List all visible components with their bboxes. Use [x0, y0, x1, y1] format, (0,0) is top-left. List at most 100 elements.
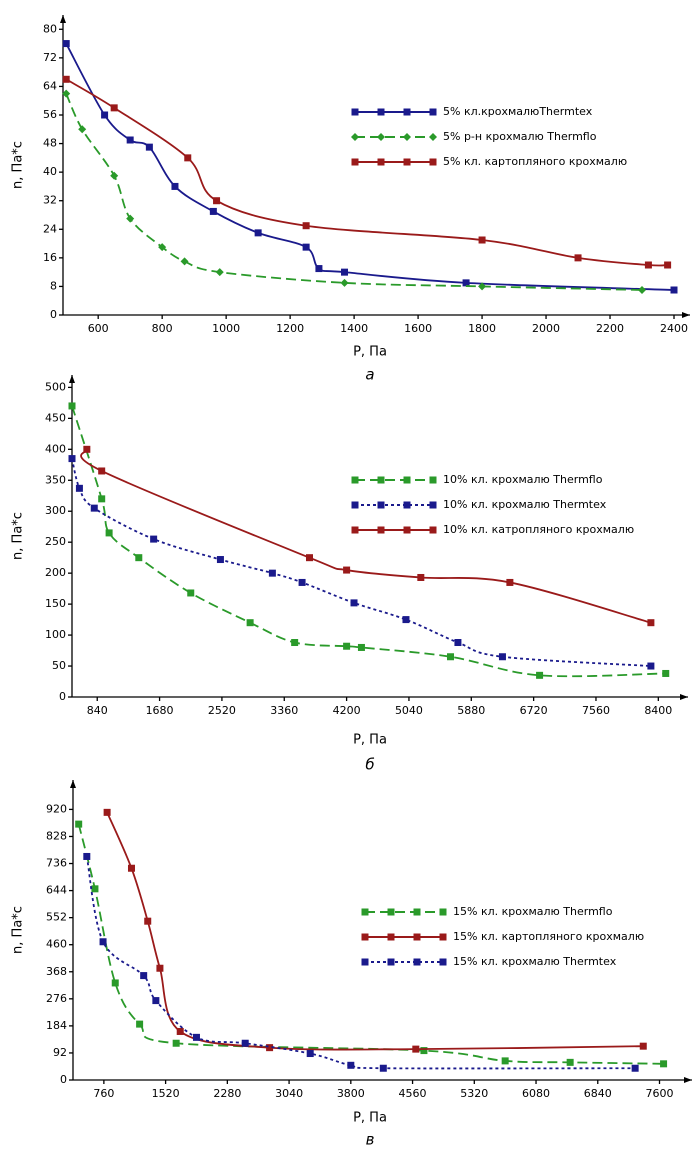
caption: а [365, 366, 374, 384]
legend-label: 5% кл. картопляного крохмалю [443, 155, 627, 168]
legend-marker [413, 958, 421, 966]
point [402, 616, 410, 624]
point [126, 136, 134, 144]
y-tick-label: 368 [46, 965, 67, 978]
y-tick-label: 552 [46, 911, 67, 924]
point [343, 566, 351, 574]
x-tick-label: 6080 [522, 1087, 550, 1100]
axis-arrow [69, 375, 75, 383]
x-tick-label: 600 [88, 322, 109, 335]
y-tick-label: 100 [45, 628, 66, 641]
point [187, 589, 195, 597]
legend-marker [377, 526, 385, 534]
point [136, 1020, 144, 1028]
axis-arrow [684, 1077, 692, 1083]
x-tick-label: 1680 [146, 704, 174, 717]
y-tick-label: 200 [45, 566, 66, 579]
x-tick-label: 2400 [660, 322, 688, 335]
caption: б [365, 756, 374, 774]
series-line [71, 458, 651, 667]
y-tick-label: 276 [46, 992, 67, 1005]
y-tick-label: 40 [43, 165, 57, 178]
point [341, 268, 349, 276]
point [664, 261, 672, 269]
point [639, 1042, 647, 1050]
x-tick-label: 1000 [212, 322, 240, 335]
x-tick-label: 8400 [644, 704, 672, 717]
y-tick-label: 300 [45, 504, 66, 517]
x-axis-label: P, Па [353, 733, 387, 748]
legend-marker [413, 933, 421, 941]
x-tick-label: 3360 [270, 704, 298, 717]
point [298, 578, 306, 586]
point [171, 182, 179, 190]
point [184, 154, 192, 162]
legend-marker [387, 958, 395, 966]
legend-marker [403, 158, 411, 166]
point [647, 619, 655, 627]
point [662, 669, 670, 677]
point [98, 467, 106, 475]
x-tick-label: 5320 [460, 1087, 488, 1100]
point [647, 662, 655, 670]
x-tick-label: 3040 [275, 1087, 303, 1100]
point [478, 236, 486, 244]
point [306, 1050, 314, 1058]
x-tick-label: 3800 [337, 1087, 365, 1100]
y-tick-label: 0 [50, 308, 57, 321]
point [644, 261, 652, 269]
caption: в [366, 1131, 375, 1149]
legend-marker [439, 958, 447, 966]
point [62, 89, 71, 98]
point [176, 1027, 184, 1035]
point [350, 599, 358, 607]
point [536, 671, 544, 679]
point [135, 554, 143, 562]
x-tick-label: 5040 [395, 704, 423, 717]
legend-label: 15% кл. крохмалю Thermflo [453, 905, 613, 918]
point [91, 885, 99, 893]
legend-marker [351, 501, 359, 509]
point [213, 197, 221, 205]
point [150, 535, 158, 543]
point [501, 1057, 509, 1065]
legend-marker [377, 133, 385, 141]
y-tick-label: 150 [45, 597, 66, 610]
x-tick-label: 7560 [582, 704, 610, 717]
x-axis-label: P, Па [353, 1111, 387, 1126]
x-tick-label: 4560 [399, 1087, 427, 1100]
legend-marker [429, 476, 437, 484]
point [158, 243, 167, 252]
point [302, 222, 310, 230]
y-tick-label: 50 [52, 659, 66, 672]
axis-arrow [70, 780, 76, 788]
legend-marker [351, 108, 359, 116]
legend-marker [429, 108, 437, 116]
x-tick-label: 2200 [596, 322, 624, 335]
x-tick-label: 6720 [520, 704, 548, 717]
point [90, 504, 98, 512]
axis-arrow [60, 15, 66, 23]
point [145, 143, 153, 151]
x-tick-label: 4200 [333, 704, 361, 717]
x-tick-label: 1200 [276, 322, 304, 335]
y-tick-label: 400 [45, 442, 66, 455]
legend-marker [439, 908, 447, 916]
x-tick-label: 2280 [213, 1087, 241, 1100]
legend-marker [429, 133, 437, 141]
y-tick-label: 92 [53, 1046, 67, 1059]
legend-label: 15% кл. картопляного крохмалю [453, 930, 644, 943]
point [566, 1058, 574, 1066]
point [215, 268, 224, 277]
legend-label: 10% кл. крохмалю Thermtex [443, 498, 607, 511]
point [140, 972, 148, 980]
point [574, 254, 582, 262]
x-tick-label: 2520 [208, 704, 236, 717]
legend-marker [387, 933, 395, 941]
y-axis-label: n, Па*с [11, 512, 26, 560]
legend-marker [361, 933, 369, 941]
x-tick-label: 6840 [584, 1087, 612, 1100]
point [357, 643, 365, 651]
x-tick-label: 840 [87, 704, 108, 717]
